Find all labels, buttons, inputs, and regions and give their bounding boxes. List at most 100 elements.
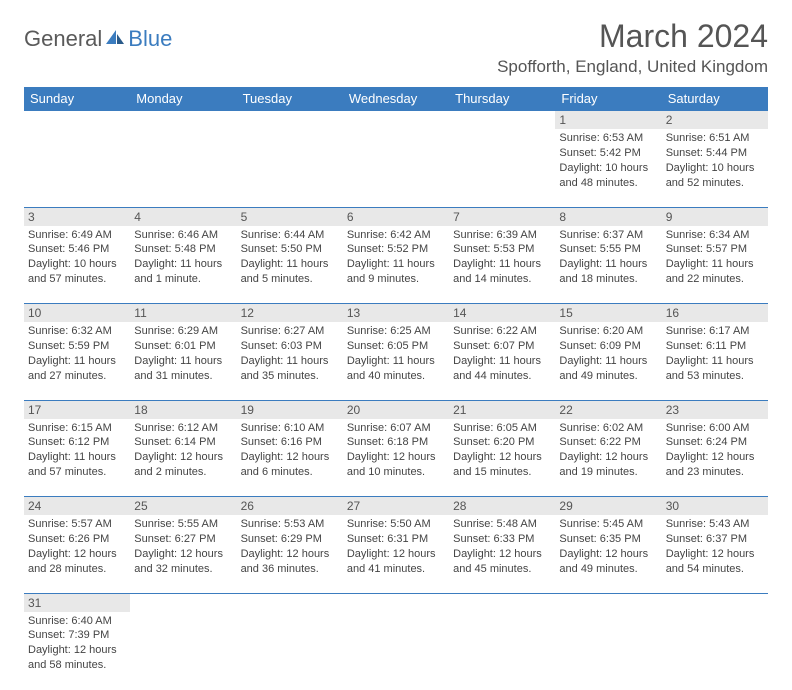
sunset-text: Sunset: 5:44 PM	[666, 146, 764, 161]
sunset-text: Sunset: 7:39 PM	[28, 628, 126, 643]
daylight-text: Daylight: 11 hours and 18 minutes.	[559, 257, 657, 287]
day-number-cell: 25	[130, 497, 236, 516]
day-number-cell: 23	[662, 400, 768, 419]
day-content-row: Sunrise: 6:49 AMSunset: 5:46 PMDaylight:…	[24, 226, 768, 304]
sunset-text: Sunset: 6:27 PM	[134, 532, 232, 547]
sunrise-text: Sunrise: 5:57 AM	[28, 517, 126, 532]
day-content-cell: Sunrise: 6:51 AMSunset: 5:44 PMDaylight:…	[662, 129, 768, 207]
day-content-cell: Sunrise: 6:15 AMSunset: 6:12 PMDaylight:…	[24, 419, 130, 497]
day-content-cell: Sunrise: 6:53 AMSunset: 5:42 PMDaylight:…	[555, 129, 661, 207]
weekday-header-row: Sunday Monday Tuesday Wednesday Thursday…	[24, 87, 768, 111]
sunset-text: Sunset: 6:14 PM	[134, 435, 232, 450]
calendar-table: Sunday Monday Tuesday Wednesday Thursday…	[24, 87, 768, 690]
day-content-cell: Sunrise: 6:02 AMSunset: 6:22 PMDaylight:…	[555, 419, 661, 497]
day-number-cell	[343, 593, 449, 612]
day-number-cell: 29	[555, 497, 661, 516]
sunset-text: Sunset: 6:33 PM	[453, 532, 551, 547]
day-number-row: 24252627282930	[24, 497, 768, 516]
weekday-header: Wednesday	[343, 87, 449, 111]
day-number-cell: 17	[24, 400, 130, 419]
daylight-text: Daylight: 11 hours and 53 minutes.	[666, 354, 764, 384]
day-content-cell: Sunrise: 6:32 AMSunset: 5:59 PMDaylight:…	[24, 322, 130, 400]
sunrise-text: Sunrise: 6:00 AM	[666, 421, 764, 436]
sunrise-text: Sunrise: 6:49 AM	[28, 228, 126, 243]
sunrise-text: Sunrise: 5:48 AM	[453, 517, 551, 532]
day-number-cell: 8	[555, 207, 661, 226]
day-content-row: Sunrise: 6:53 AMSunset: 5:42 PMDaylight:…	[24, 129, 768, 207]
daylight-text: Daylight: 12 hours and 49 minutes.	[559, 547, 657, 577]
day-content-cell: Sunrise: 6:22 AMSunset: 6:07 PMDaylight:…	[449, 322, 555, 400]
day-content-cell	[130, 612, 236, 690]
daylight-text: Daylight: 11 hours and 14 minutes.	[453, 257, 551, 287]
day-content-cell: Sunrise: 6:00 AMSunset: 6:24 PMDaylight:…	[662, 419, 768, 497]
sunrise-text: Sunrise: 6:05 AM	[453, 421, 551, 436]
location: Spofforth, England, United Kingdom	[497, 57, 768, 77]
day-content-cell: Sunrise: 6:40 AMSunset: 7:39 PMDaylight:…	[24, 612, 130, 690]
sunset-text: Sunset: 6:16 PM	[241, 435, 339, 450]
day-number-cell: 18	[130, 400, 236, 419]
day-content-cell: Sunrise: 6:44 AMSunset: 5:50 PMDaylight:…	[237, 226, 343, 304]
daylight-text: Daylight: 10 hours and 57 minutes.	[28, 257, 126, 287]
day-content-cell: Sunrise: 6:12 AMSunset: 6:14 PMDaylight:…	[130, 419, 236, 497]
sunrise-text: Sunrise: 6:15 AM	[28, 421, 126, 436]
sunrise-text: Sunrise: 6:53 AM	[559, 131, 657, 146]
sunrise-text: Sunrise: 6:07 AM	[347, 421, 445, 436]
sunset-text: Sunset: 5:46 PM	[28, 242, 126, 257]
sunrise-text: Sunrise: 6:29 AM	[134, 324, 232, 339]
day-number-cell	[130, 111, 236, 130]
sunrise-text: Sunrise: 6:32 AM	[28, 324, 126, 339]
day-number-cell: 19	[237, 400, 343, 419]
title-block: March 2024 Spofforth, England, United Ki…	[497, 18, 768, 81]
sail-icon	[104, 26, 126, 52]
sunset-text: Sunset: 5:59 PM	[28, 339, 126, 354]
day-number-cell: 2	[662, 111, 768, 130]
day-content-cell: Sunrise: 6:29 AMSunset: 6:01 PMDaylight:…	[130, 322, 236, 400]
sunset-text: Sunset: 6:20 PM	[453, 435, 551, 450]
day-number-cell: 5	[237, 207, 343, 226]
day-content-cell: Sunrise: 5:57 AMSunset: 6:26 PMDaylight:…	[24, 515, 130, 593]
day-number-cell: 6	[343, 207, 449, 226]
weekday-header: Tuesday	[237, 87, 343, 111]
day-content-cell	[24, 129, 130, 207]
sunrise-text: Sunrise: 6:37 AM	[559, 228, 657, 243]
sunrise-text: Sunrise: 6:12 AM	[134, 421, 232, 436]
daylight-text: Daylight: 11 hours and 27 minutes.	[28, 354, 126, 384]
sunrise-text: Sunrise: 6:02 AM	[559, 421, 657, 436]
day-number-cell	[343, 111, 449, 130]
sunrise-text: Sunrise: 6:40 AM	[28, 614, 126, 629]
sunrise-text: Sunrise: 6:44 AM	[241, 228, 339, 243]
sunset-text: Sunset: 6:09 PM	[559, 339, 657, 354]
day-content-row: Sunrise: 6:15 AMSunset: 6:12 PMDaylight:…	[24, 419, 768, 497]
daylight-text: Daylight: 12 hours and 36 minutes.	[241, 547, 339, 577]
day-number-cell: 24	[24, 497, 130, 516]
day-content-cell	[237, 612, 343, 690]
daylight-text: Daylight: 12 hours and 10 minutes.	[347, 450, 445, 480]
sunrise-text: Sunrise: 6:17 AM	[666, 324, 764, 339]
sunrise-text: Sunrise: 6:25 AM	[347, 324, 445, 339]
day-content-cell	[449, 129, 555, 207]
logo-text-2: Blue	[128, 26, 172, 52]
sunrise-text: Sunrise: 6:39 AM	[453, 228, 551, 243]
sunrise-text: Sunrise: 6:51 AM	[666, 131, 764, 146]
day-number-cell: 3	[24, 207, 130, 226]
day-number-cell: 4	[130, 207, 236, 226]
sunrise-text: Sunrise: 5:55 AM	[134, 517, 232, 532]
day-content-cell: Sunrise: 6:25 AMSunset: 6:05 PMDaylight:…	[343, 322, 449, 400]
sunset-text: Sunset: 6:26 PM	[28, 532, 126, 547]
day-number-cell: 26	[237, 497, 343, 516]
day-number-cell	[449, 593, 555, 612]
day-content-cell: Sunrise: 6:05 AMSunset: 6:20 PMDaylight:…	[449, 419, 555, 497]
day-number-cell	[237, 111, 343, 130]
day-number-cell	[237, 593, 343, 612]
day-content-cell: Sunrise: 6:17 AMSunset: 6:11 PMDaylight:…	[662, 322, 768, 400]
daylight-text: Daylight: 11 hours and 1 minute.	[134, 257, 232, 287]
day-content-row: Sunrise: 5:57 AMSunset: 6:26 PM Daylight:…	[24, 515, 768, 593]
day-number-row: 12	[24, 111, 768, 130]
daylight-text: Daylight: 11 hours and 44 minutes.	[453, 354, 551, 384]
logo-text-1: General	[24, 26, 102, 52]
day-content-cell: Sunrise: 5:53 AMSunset: 6:29 PMDaylight:…	[237, 515, 343, 593]
day-number-cell: 20	[343, 400, 449, 419]
day-content-cell: Sunrise: 6:46 AMSunset: 5:48 PMDaylight:…	[130, 226, 236, 304]
day-number-cell	[555, 593, 661, 612]
day-number-cell	[24, 111, 130, 130]
